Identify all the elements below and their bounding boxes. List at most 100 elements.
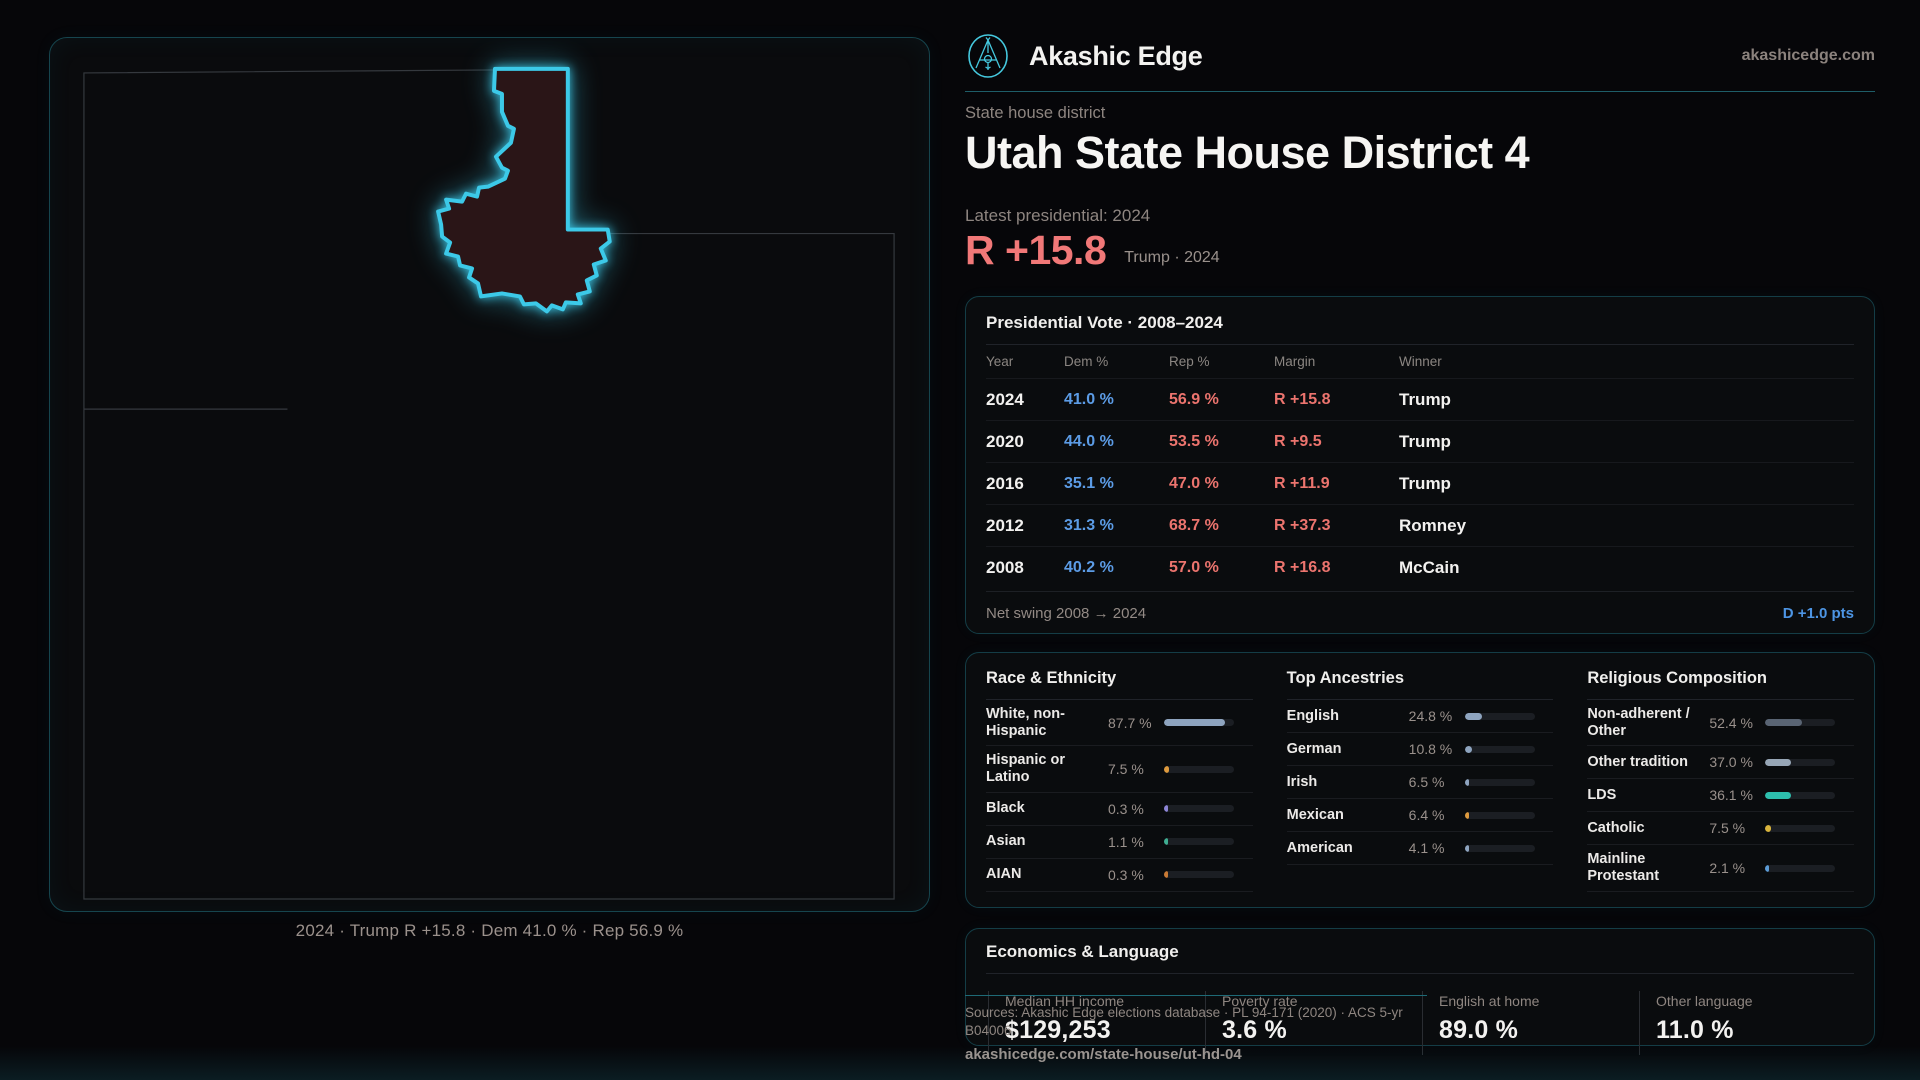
stat-row: Non-adherent / Other 52.4 % bbox=[1587, 700, 1854, 747]
stat-row: Other tradition 37.0 % bbox=[1587, 746, 1854, 780]
cell-rep: 57.0 % bbox=[1169, 559, 1219, 576]
header-divider bbox=[965, 91, 1875, 92]
cell-dem: 41.0 % bbox=[1064, 390, 1114, 408]
stat-bar bbox=[1464, 811, 1535, 819]
stat-value: 89.0 % bbox=[1439, 1016, 1519, 1044]
stat-label: Black bbox=[986, 800, 1025, 817]
map-caption: 2024 · Trump R +15.8 · Dem 41.0 % · Rep … bbox=[295, 921, 684, 940]
divider bbox=[986, 973, 1854, 974]
cell-winner: Romney bbox=[1399, 515, 1467, 535]
stat-value: 24.8 % bbox=[1408, 708, 1453, 724]
stat-bar-fill bbox=[1765, 791, 1791, 799]
table-row: 2008 40.2 % 57.0 % R +16.8 McCain bbox=[986, 547, 1854, 589]
footer-sources: Sources: Akashic Edge elections database… bbox=[965, 995, 1427, 1063]
col-winner: Winner bbox=[1399, 354, 1442, 369]
net-swing-value: D +1.0 pts bbox=[1782, 605, 1854, 622]
stat-bar-fill bbox=[1164, 805, 1168, 813]
stat-label: American bbox=[1286, 839, 1353, 856]
brand-domain-link[interactable]: akashicedge.com bbox=[1741, 47, 1875, 64]
race-title: Race & Ethnicity bbox=[986, 669, 1117, 687]
sources-text: Sources: Akashic Edge elections database… bbox=[965, 1005, 1403, 1039]
stat-row: White, non-Hispanic 87.7 % bbox=[986, 700, 1253, 747]
stat-value: 6.5 % bbox=[1408, 774, 1445, 790]
col-margin: Margin bbox=[1274, 354, 1316, 369]
stat-poverty-rate: Poverty rate 3.6 % bbox=[1205, 991, 1420, 1055]
divider bbox=[986, 344, 1854, 345]
cell-winner: Trump bbox=[1399, 473, 1451, 493]
cell-dem: 35.1 % bbox=[1064, 474, 1114, 492]
stat-bar-fill bbox=[1164, 871, 1168, 879]
state-outline bbox=[83, 69, 895, 900]
margin-value: R +15.8 bbox=[965, 227, 1107, 273]
stat-bar-fill bbox=[1464, 778, 1470, 786]
stat-bar bbox=[1164, 805, 1234, 813]
cell-winner: Trump bbox=[1399, 431, 1451, 451]
cell-year: 2024 bbox=[986, 389, 1024, 409]
net-swing-label: Net swing 2008 → 2024 bbox=[986, 605, 1147, 622]
stat-value: 7.5 % bbox=[1108, 761, 1144, 778]
stat-label: Poverty rate bbox=[1222, 993, 1298, 1009]
district-shape[interactable] bbox=[436, 66, 612, 314]
stat-row: Irish 6.5 % bbox=[1286, 766, 1554, 799]
stat-bar-fill bbox=[1164, 838, 1168, 846]
stat-bar-fill bbox=[1765, 758, 1792, 766]
stat-bar-fill bbox=[1464, 844, 1469, 852]
stat-value: 87.7 % bbox=[1108, 714, 1152, 731]
stat-row: Catholic 7.5 % bbox=[1587, 812, 1854, 846]
cell-margin: R +15.8 bbox=[1274, 390, 1331, 408]
brand-name: Akashic Edge bbox=[1029, 40, 1203, 71]
table-row: 2020 44.0 % 53.5 % R +9.5 Trump bbox=[986, 421, 1854, 463]
stat-bar bbox=[1164, 838, 1234, 846]
stat-label: Other language bbox=[1656, 993, 1753, 1009]
table-row: 2024 41.0 % 56.9 % R +15.8 Trump bbox=[986, 379, 1854, 421]
religion-title: Religious Composition bbox=[1587, 669, 1767, 687]
divider bbox=[1286, 699, 1554, 700]
cell-year: 2020 bbox=[986, 431, 1024, 451]
stat-bar-fill bbox=[1164, 719, 1226, 727]
cell-dem: 40.2 % bbox=[1064, 559, 1114, 576]
economics-title: Economics & Language bbox=[986, 942, 1179, 961]
stat-bar-fill bbox=[1464, 712, 1483, 720]
latest-presidential-label: Latest presidential: 2024 bbox=[965, 206, 1151, 225]
cell-dem: 31.3 % bbox=[1064, 516, 1114, 534]
stat-bar-fill bbox=[1765, 824, 1771, 832]
page-title: Utah State House District 4 bbox=[965, 127, 1530, 178]
stat-label: Non-adherent / Other bbox=[1587, 706, 1690, 739]
stat-row: AIAN 0.3 % bbox=[986, 859, 1253, 892]
utah-map bbox=[83, 66, 895, 900]
stat-label: Hispanic or Latino bbox=[986, 752, 1065, 786]
stat-value: 2.1 % bbox=[1709, 860, 1746, 877]
stat-value: 0.3 % bbox=[1108, 800, 1144, 817]
stat-row: American 4.1 % bbox=[1286, 832, 1554, 865]
col-year: Year bbox=[986, 354, 1014, 369]
cell-rep: 68.7 % bbox=[1169, 516, 1219, 534]
cell-year: 2008 bbox=[986, 558, 1024, 577]
permalink[interactable]: akashicedge.com/state-house/ut-hd-04 bbox=[965, 1046, 1242, 1064]
stat-value: $129,253 bbox=[1005, 1016, 1111, 1044]
divider bbox=[986, 699, 1253, 700]
stat-bar-fill bbox=[1765, 864, 1770, 872]
presidential-vote-card: Presidential Vote · 2008–2024 Year Dem %… bbox=[965, 296, 1875, 634]
margin-context: Trump · 2024 bbox=[1124, 249, 1220, 266]
cell-margin: R +11.9 bbox=[1274, 474, 1330, 492]
stat-bar bbox=[1765, 719, 1836, 727]
akashic-edge-logo-icon bbox=[968, 34, 1008, 78]
stat-row: English 24.8 % bbox=[1286, 700, 1554, 733]
stat-row: Hispanic or Latino 7.5 % bbox=[986, 746, 1253, 793]
stat-bar bbox=[1164, 765, 1234, 773]
stat-row: LDS 36.1 % bbox=[1587, 779, 1854, 813]
stat-row: Black 0.3 % bbox=[986, 793, 1253, 826]
ancestries-title: Top Ancestries bbox=[1286, 669, 1405, 687]
demographics-card: Race & Ethnicity White, non-Hispanic 87.… bbox=[965, 652, 1875, 908]
stat-bar bbox=[1464, 745, 1535, 753]
cell-margin: R +16.8 bbox=[1274, 559, 1331, 576]
stat-value: 1.1 % bbox=[1108, 833, 1144, 850]
stat-label: Other tradition bbox=[1587, 754, 1689, 770]
col-dem: Dem % bbox=[1064, 354, 1109, 369]
stat-value: 4.1 % bbox=[1408, 840, 1445, 856]
stat-bar bbox=[1765, 824, 1836, 832]
economics-stats: Median HH income $129,253 Poverty rate 3… bbox=[986, 991, 1854, 1055]
stat-label: Irish bbox=[1286, 773, 1318, 790]
brand-header: Akashic Edge akashicedge.com bbox=[965, 30, 1875, 82]
stat-label: Catholic bbox=[1587, 820, 1645, 836]
